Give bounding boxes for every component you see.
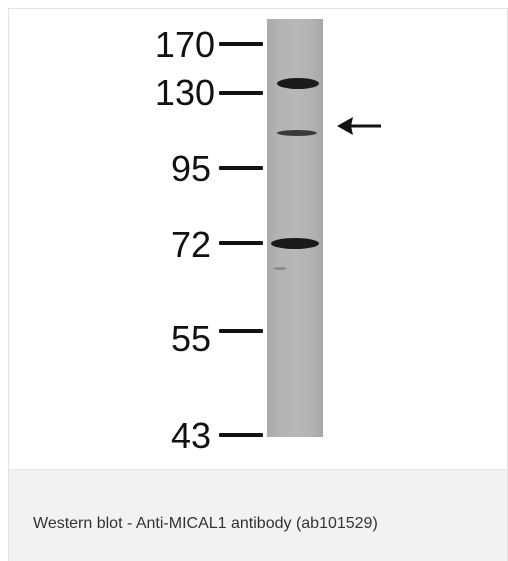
marker-label-55: 55 [170,318,211,359]
band-faint [273,267,287,270]
gel-lane [267,19,323,437]
band-target [277,130,317,136]
marker-label-95: 95 [170,148,211,189]
marker-tick-170 [219,42,263,46]
marker-tick-95 [219,166,263,170]
marker-tick-55 [219,329,263,333]
marker-tick-72 [219,241,263,245]
marker-tick-43 [219,433,263,437]
western-blot-image: 170 130 95 72 55 43 [9,9,507,469]
marker-tick-130 [219,91,263,95]
marker-label-130: 130 [154,72,215,113]
marker-label-170: 170 [154,24,215,65]
left-arrow-icon [337,117,381,135]
figure-caption: Western blot - Anti-MICAL1 antibody (ab1… [33,515,378,532]
figure-card: 170 130 95 72 55 43 Western blot - Anti-… [8,8,508,561]
marker-label-43: 43 [170,415,211,456]
band-upper [277,78,319,89]
band-lower [271,238,319,249]
caption-area: Western blot - Anti-MICAL1 antibody (ab1… [9,469,507,561]
marker-label-72: 72 [170,224,211,265]
